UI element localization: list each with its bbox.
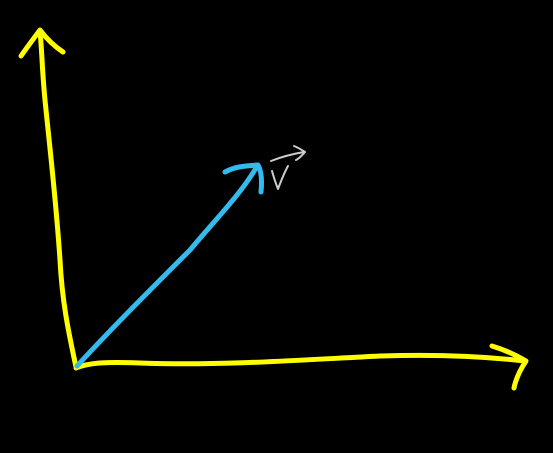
- vector-v: [74, 165, 259, 369]
- vector-label-letter-v: [271, 165, 289, 190]
- vector-label-arrow: [270, 145, 306, 162]
- y-axis: [37, 29, 79, 370]
- x-axis: [73, 352, 528, 371]
- vector-v-arrowhead: [222, 162, 265, 195]
- x-axis-arrowhead: [489, 343, 529, 391]
- vector-label: [270, 145, 306, 190]
- y-axis-arrowhead: [18, 27, 66, 59]
